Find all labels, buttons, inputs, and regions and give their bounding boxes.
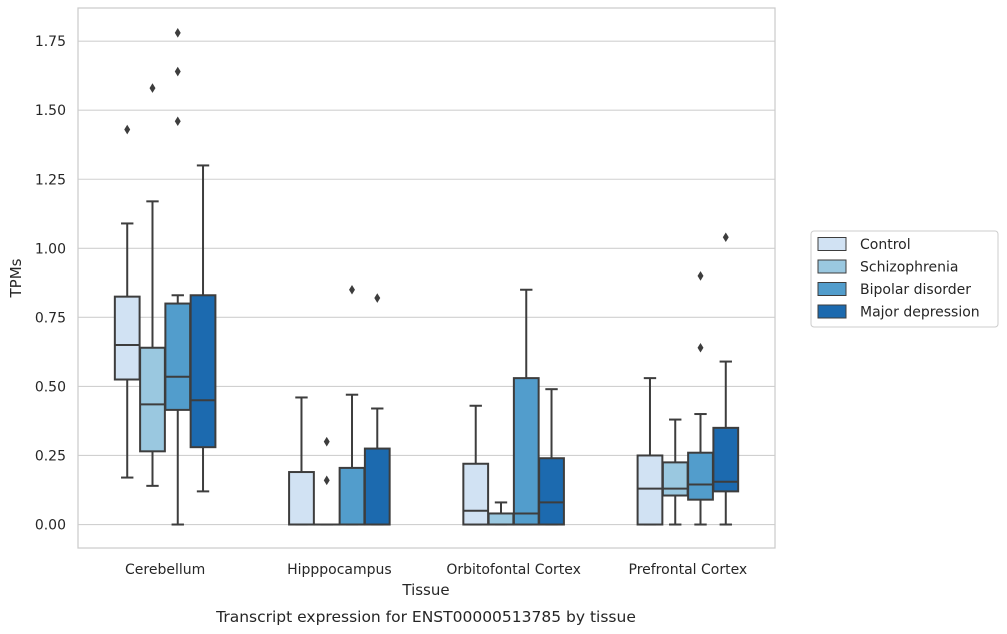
box (512, 288, 540, 526)
box (189, 164, 217, 493)
box (487, 501, 515, 526)
box (288, 396, 315, 526)
outlier-point (697, 271, 704, 281)
box-body (661, 461, 689, 497)
box-body (189, 294, 217, 449)
y-tick-label: 0.75 (35, 310, 66, 326)
x-tick-label: Hipppocampus (287, 562, 392, 578)
box (636, 377, 664, 526)
legend-frame (810, 230, 999, 328)
box (462, 404, 490, 526)
plot-frame (77, 7, 776, 549)
box-body (538, 457, 565, 526)
outlier-point (697, 342, 704, 353)
legend-swatch (817, 304, 847, 319)
y-tick-label: 1.00 (35, 241, 66, 257)
box-body (687, 451, 714, 501)
outlier-point (174, 28, 181, 38)
outlier-point (374, 293, 381, 303)
outlier-point (174, 66, 181, 77)
box (313, 436, 341, 526)
box (139, 83, 166, 487)
x-tick-label: Prefrontal Cortex (629, 562, 748, 578)
y-tick-label: 1.25 (35, 172, 66, 188)
legend-swatch (817, 237, 847, 251)
legend-label: Schizophrenia (860, 260, 958, 276)
box-body (338, 466, 366, 526)
box (164, 28, 192, 526)
x-tick-labels: Cerebellum Hipppocampus Orbitofontal Corte… (125, 562, 747, 578)
legend-label: Major depression (860, 305, 980, 321)
x-tick-label: Orbitofontal Cortex (446, 562, 581, 578)
box-body (363, 447, 391, 526)
box (661, 418, 689, 526)
y-tick-label: 1.50 (35, 103, 66, 119)
x-tick-label: Cerebellum (125, 562, 205, 578)
y-tick-label: 0.00 (35, 518, 66, 534)
legend: Control Schizophrenia Bipolar disorder Majo… (810, 230, 999, 328)
outlier-point (149, 83, 156, 93)
box-body (113, 295, 141, 381)
x-axis-title: Tissue (401, 581, 449, 599)
outlier-point (323, 436, 330, 447)
box-body (164, 302, 192, 411)
box (712, 232, 740, 526)
y-tick-label: 1.75 (35, 34, 66, 50)
legend-label: Bipolar disorder (860, 282, 971, 298)
outlier-point (174, 116, 181, 127)
gridlines (78, 40, 775, 526)
box (538, 388, 565, 526)
box (687, 271, 714, 526)
box-body (288, 471, 315, 526)
box (363, 293, 391, 526)
outlier-point (722, 232, 729, 243)
y-tick-label: 0.50 (35, 379, 66, 395)
legend-swatch (817, 282, 847, 296)
box-groups (113, 28, 740, 526)
y-axis-title: TPMs (7, 258, 25, 298)
chart-caption: Transcript expression for ENST0000051378… (215, 608, 636, 626)
outlier-point (124, 124, 131, 135)
outlier-point (323, 475, 330, 486)
y-tick-label: 0.25 (35, 448, 66, 464)
box (338, 284, 366, 526)
box-body (487, 512, 515, 526)
box-body (512, 377, 540, 526)
box-body (139, 346, 166, 453)
legend-swatch (817, 259, 847, 274)
y-tick-labels: 0.00 0.25 0.50 0.75 1.00 1.25 1.50 1.75 (35, 34, 66, 533)
box (113, 124, 141, 479)
outlier-point (349, 284, 355, 295)
legend-label: Control (860, 237, 911, 253)
box-body (636, 454, 664, 526)
box-body (462, 462, 490, 526)
